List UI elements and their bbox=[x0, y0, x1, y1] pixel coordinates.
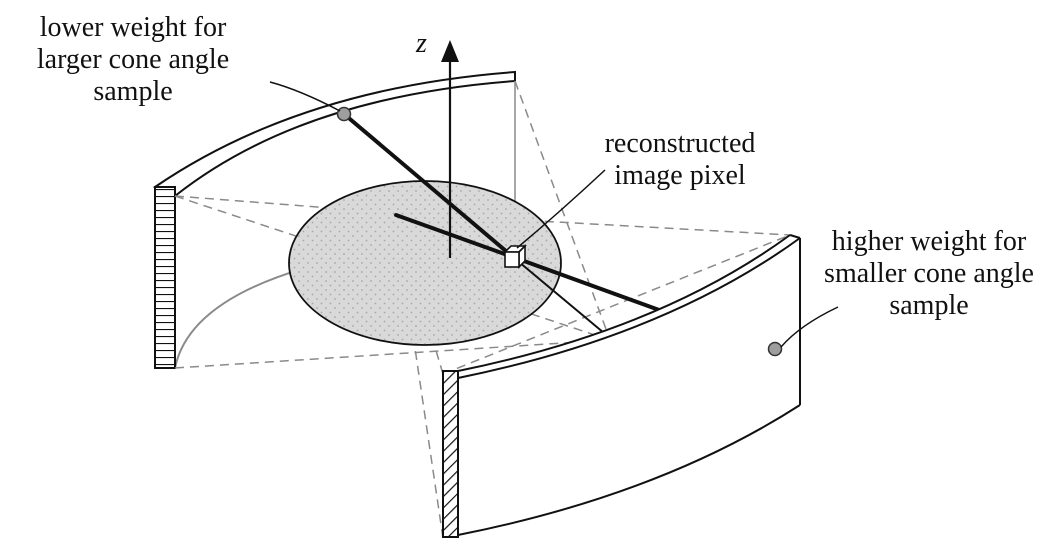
pixel-label: reconstructed image pixel bbox=[565, 128, 795, 192]
z-axis-label: z bbox=[416, 28, 427, 59]
higher-weight-line2: smaller cone angle bbox=[824, 258, 1034, 289]
lower-weight-label: lower weight for larger cone angle sampl… bbox=[8, 12, 258, 108]
lower-weight-line1: lower weight for bbox=[39, 12, 227, 43]
front-detector-edge bbox=[442, 370, 459, 538]
arrow-up-icon bbox=[441, 40, 459, 62]
higher-weight-line1: higher weight for bbox=[831, 226, 1027, 257]
z-axis bbox=[441, 40, 459, 258]
lower-weight-line3: sample bbox=[93, 76, 173, 107]
pixel-label-line2: image pixel bbox=[614, 160, 746, 191]
smaller-cone-sample-dot bbox=[767, 341, 783, 357]
larger-cone-sample-dot bbox=[336, 106, 352, 122]
lower-weight-line2: larger cone angle bbox=[36, 44, 230, 75]
pixel-label-line1: reconstructed bbox=[604, 128, 756, 159]
leader-lines bbox=[269, 81, 839, 348]
front-detector bbox=[442, 234, 801, 538]
back-detector-edge bbox=[154, 186, 176, 369]
higher-weight-label: higher weight for smaller cone angle sam… bbox=[806, 226, 1052, 322]
higher-weight-line3: sample bbox=[889, 290, 969, 321]
cube-icon bbox=[503, 244, 527, 269]
